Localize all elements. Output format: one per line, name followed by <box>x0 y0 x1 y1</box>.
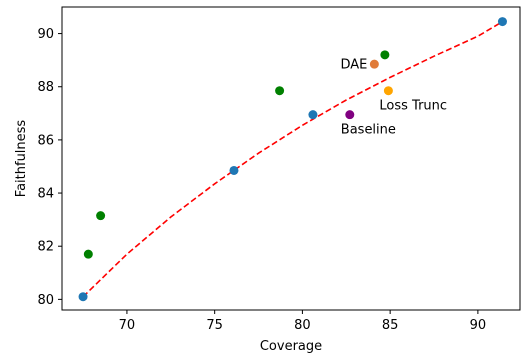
point-annotation: Baseline <box>341 123 396 138</box>
x-tick-label: 80 <box>294 318 311 333</box>
scatter-point <box>380 50 390 60</box>
y-tick-label: 82 <box>37 240 54 255</box>
plot-frame <box>61 6 521 311</box>
scatter-point <box>83 249 93 259</box>
point-annotation: Loss Trunc <box>379 99 447 114</box>
scatter-point <box>345 110 355 120</box>
scatter-point <box>497 17 507 27</box>
scatter-point <box>275 86 285 96</box>
y-axis-label: Faithfulness <box>14 120 29 198</box>
y-tick-label: 84 <box>37 187 54 202</box>
x-axis-label: Coverage <box>260 339 322 354</box>
y-tick-label: 86 <box>37 133 54 148</box>
scatter-point <box>383 86 393 96</box>
trend-line <box>82 20 503 298</box>
scatter-point <box>96 211 106 221</box>
scatter-point <box>229 165 239 175</box>
scatter-point <box>308 110 318 120</box>
y-tick-label: 90 <box>37 27 54 42</box>
x-tick-label: 70 <box>119 318 136 333</box>
y-tick-label: 80 <box>37 293 54 308</box>
point-annotation: DAE <box>340 58 367 73</box>
scatter-point <box>369 59 379 69</box>
x-tick-label: 90 <box>470 318 487 333</box>
scatter-point <box>78 292 88 302</box>
x-tick-label: 75 <box>206 318 223 333</box>
y-tick-label: 88 <box>37 80 54 95</box>
x-tick-label: 85 <box>382 318 399 333</box>
